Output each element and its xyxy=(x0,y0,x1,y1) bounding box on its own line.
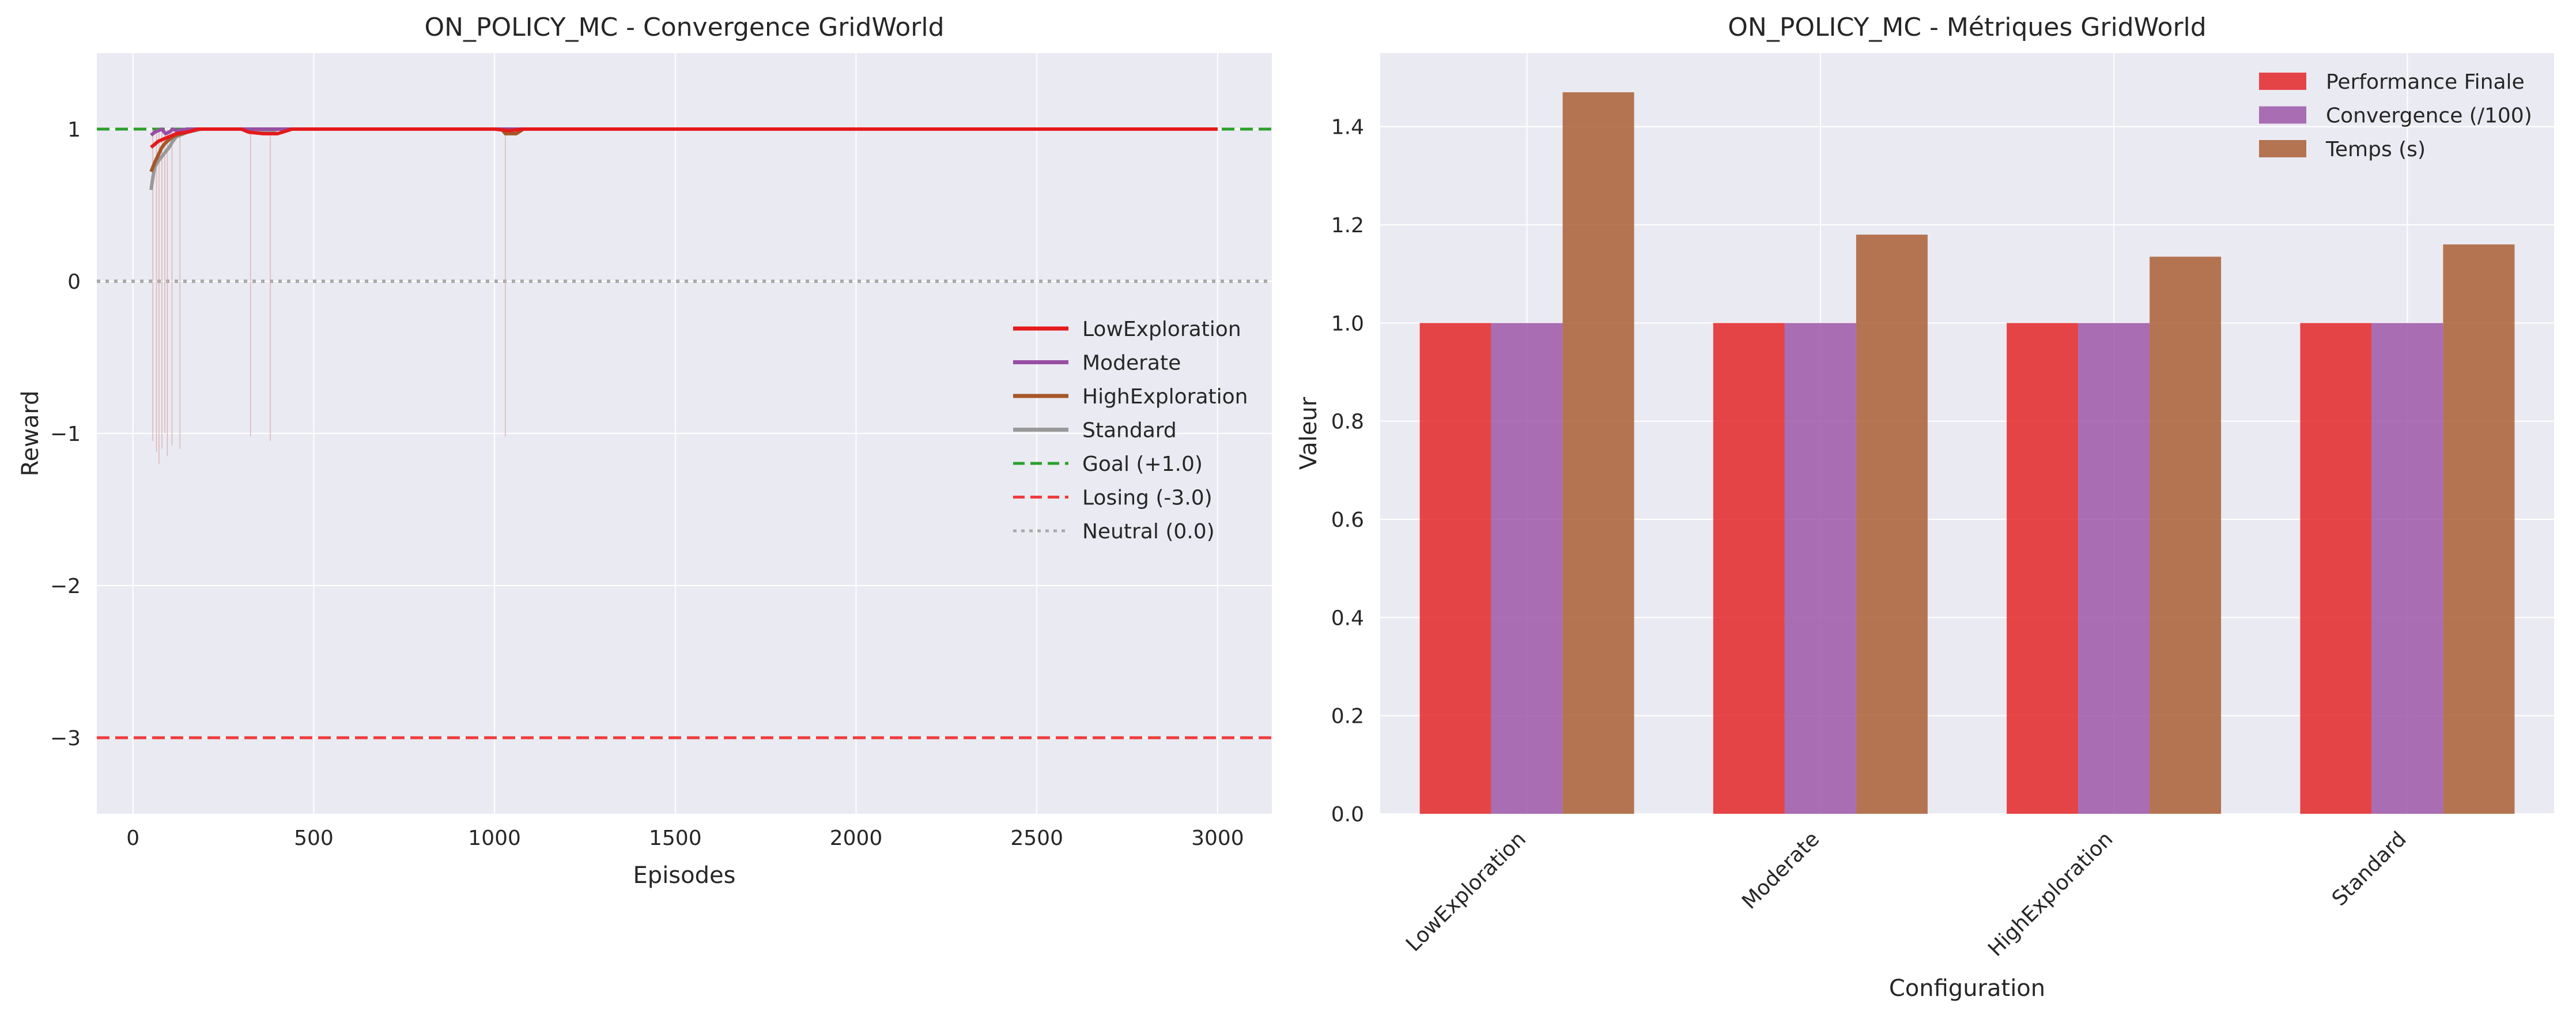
bar xyxy=(2443,244,2515,814)
bar xyxy=(2150,256,2222,814)
left-x-tick-label: 3000 xyxy=(1191,826,1244,850)
right-x-tick-label: HighExploration xyxy=(1984,827,2117,961)
left-y-ticks: 1 0 −1 −2 −3 xyxy=(50,118,81,750)
left-x-tick-label: 500 xyxy=(294,826,334,850)
legend-label: Moderate xyxy=(1082,352,1181,375)
right-y-tick-label: 0.0 xyxy=(1331,803,1364,826)
bar xyxy=(1856,235,1928,814)
series-line xyxy=(150,127,1218,149)
left-y-tick-label: −3 xyxy=(50,727,81,750)
bar xyxy=(2300,323,2372,814)
right-x-axis-label: Configuration xyxy=(1889,975,2045,1002)
left-y-tick-label: −1 xyxy=(50,422,81,446)
legend-label: HighExploration xyxy=(1082,385,1248,409)
right-y-tick-label: 0.6 xyxy=(1331,508,1364,532)
right-y-tick-label: 0.2 xyxy=(1331,705,1364,729)
right-x-tick-label: Moderate xyxy=(1738,827,1824,914)
right-chart-title: ON_POLICY_MC - Métriques GridWorld xyxy=(1728,13,2206,42)
legend-label: Losing (-3.0) xyxy=(1082,486,1213,510)
right-y-ticks: 0.0 0.2 0.4 0.6 0.8 1.0 1.2 1.4 xyxy=(1331,116,1364,826)
left-chart-title: ON_POLICY_MC - Convergence GridWorld xyxy=(424,13,944,42)
bar xyxy=(1419,323,1491,814)
legend-swatch xyxy=(2259,73,2306,90)
right-x-ticks: LowExploration Moderate HighExploration Sta… xyxy=(1402,827,2411,961)
left-raw-dips xyxy=(152,129,506,464)
legend-label: Convergence (/100) xyxy=(2326,104,2532,128)
bar xyxy=(2371,323,2443,814)
right-legend: Performance Finale Convergence (/100) Temp… xyxy=(2259,70,2532,161)
right-y-tick-label: 1.0 xyxy=(1331,312,1364,335)
left-x-tick-label: 1500 xyxy=(649,826,702,850)
bar xyxy=(1713,323,1785,814)
legend-swatch xyxy=(2259,140,2306,157)
left-x-tick-label: 0 xyxy=(126,826,139,850)
left-x-ticks: 0 500 1000 1500 2000 2500 3000 xyxy=(126,826,1244,850)
right-y-tick-label: 1.4 xyxy=(1331,116,1364,139)
left-y-axis-label: Reward xyxy=(17,391,44,477)
right-y-tick-label: 1.2 xyxy=(1331,214,1364,237)
left-x-tick-label: 2500 xyxy=(1010,826,1063,850)
convergence-chart: 0 500 1000 1500 2000 2500 3000 1 0 −1 −2 −3 ON_POL… xyxy=(17,13,1272,889)
left-x-tick-label: 1000 xyxy=(468,826,521,850)
legend-label: LowExploration xyxy=(1082,318,1241,341)
right-y-axis-label: Valeur xyxy=(1295,397,1322,470)
bar xyxy=(2007,323,2079,814)
right-y-tick-label: 0.4 xyxy=(1331,606,1364,630)
bar xyxy=(2078,323,2150,814)
left-series xyxy=(149,127,1218,191)
left-legend: LowExploration Moderate HighExploration Sta… xyxy=(1013,318,1248,544)
bar xyxy=(1562,92,1634,814)
left-y-tick-label: 1 xyxy=(67,118,81,142)
right-y-tick-label: 0.8 xyxy=(1331,410,1364,434)
legend-swatch xyxy=(2259,106,2306,124)
legend-label: Standard xyxy=(1082,419,1177,443)
left-x-axis-label: Episodes xyxy=(633,862,736,889)
left-x-tick-label: 2000 xyxy=(830,826,883,850)
legend-label: Temps (s) xyxy=(2325,138,2426,161)
legend-label: Goal (+1.0) xyxy=(1082,452,1203,476)
legend-label: Performance Finale xyxy=(2326,70,2525,94)
right-bars xyxy=(1419,92,2515,814)
bar xyxy=(1784,323,1856,814)
metrics-chart: LowExploration Moderate HighExploration Sta… xyxy=(1295,13,2554,1002)
left-y-tick-label: −2 xyxy=(50,575,81,598)
right-x-tick-label: Standard xyxy=(2328,827,2411,911)
left-y-tick-label: 0 xyxy=(67,270,81,294)
bar xyxy=(1491,323,1563,814)
right-x-tick-label: LowExploration xyxy=(1402,827,1531,956)
legend-label: Neutral (0.0) xyxy=(1082,520,1215,544)
